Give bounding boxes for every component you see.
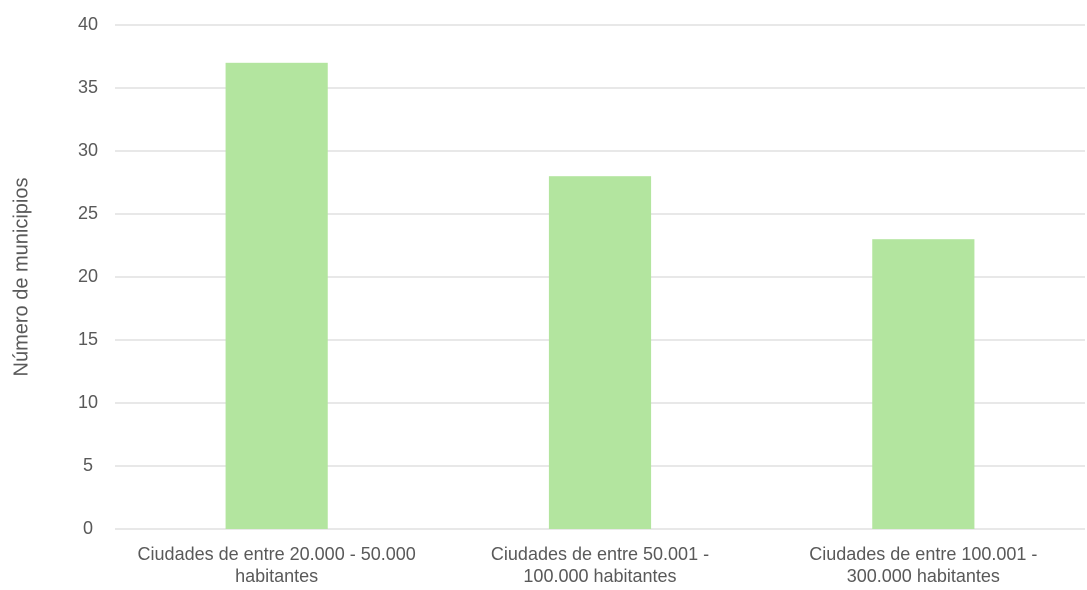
y-tick-label: 0: [83, 518, 93, 538]
x-tick-label: Ciudades de entre 50.001 - 100.000 habit…: [490, 544, 710, 586]
y-tick-label: 25: [78, 203, 98, 223]
bar: [548, 176, 652, 529]
x-tick-label: Ciudades de entre 100.001 - 300.000 habi…: [809, 544, 1038, 586]
y-tick-label: 35: [78, 77, 98, 97]
bar: [872, 239, 975, 529]
y-tick-label: 30: [78, 140, 98, 160]
y-tick-label: 10: [78, 392, 98, 412]
bar: [225, 62, 328, 530]
y-tick-label: 15: [78, 329, 98, 349]
x-tick-label: Ciudades de entre 20.000 - 50.000 habita…: [137, 544, 416, 586]
y-tick-label: 20: [78, 266, 98, 286]
y-tick-label: 5: [83, 455, 93, 475]
y-tick-label: 40: [78, 14, 98, 34]
y-axis-label: Número de municipios: [10, 178, 32, 377]
